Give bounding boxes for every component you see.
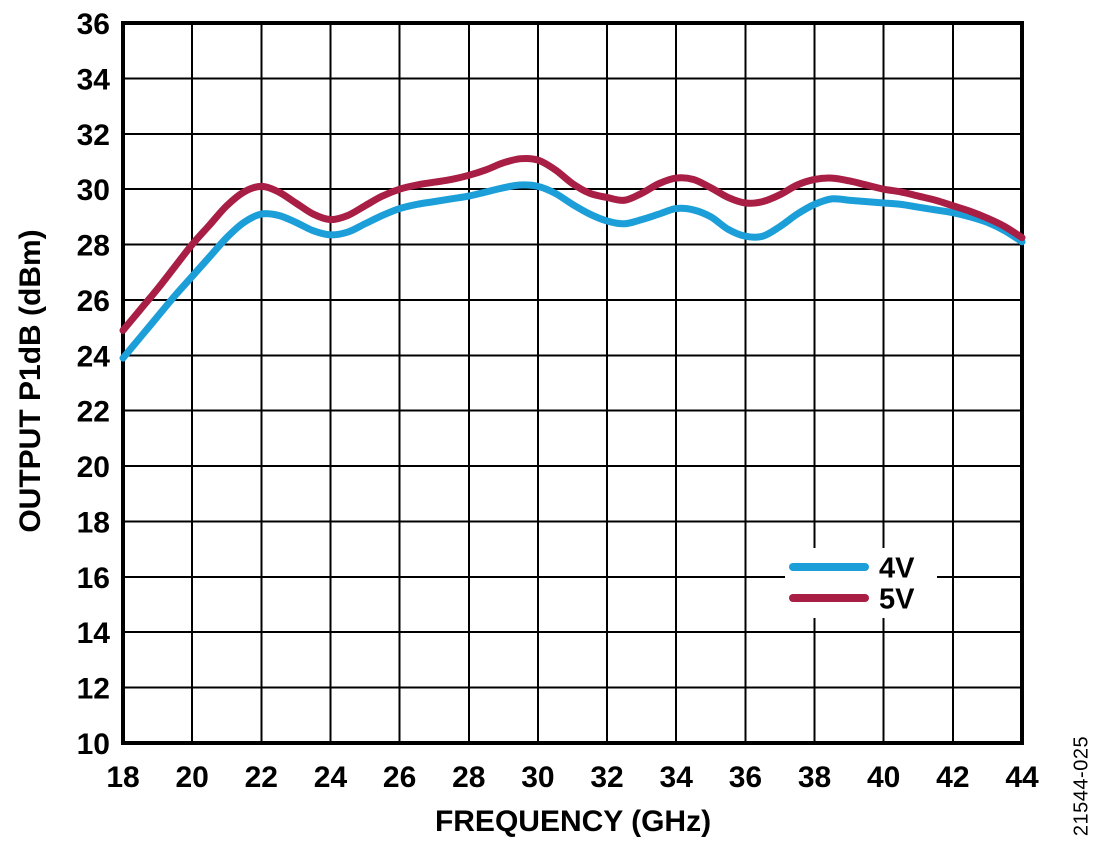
x-tick-label: 40 — [867, 761, 900, 794]
series-line-4v — [119, 181, 1026, 362]
x-tick-label: 30 — [521, 761, 554, 794]
y-tick-label: 16 — [77, 562, 110, 595]
x-tick-label: 24 — [314, 761, 348, 794]
legend-label-4v: 4V — [879, 553, 915, 585]
y-tick-label: 30 — [77, 174, 110, 207]
plot-border — [121, 21, 1024, 745]
y-tick-label: 20 — [77, 451, 110, 484]
y-tick-label: 34 — [77, 63, 111, 96]
x-tick-label: 20 — [175, 761, 208, 794]
x-tick-label: 18 — [106, 761, 139, 794]
series-line-5v — [119, 154, 1026, 334]
x-tick-label: 32 — [590, 761, 623, 794]
x-tick-label: 34 — [660, 761, 694, 794]
y-tick-label: 24 — [77, 340, 111, 373]
y-tick-label: 10 — [77, 728, 110, 761]
x-tick-label: 28 — [452, 761, 485, 794]
x-axis-title: FREQUENCY (GHz) — [434, 805, 712, 838]
x-tick-label: 42 — [936, 761, 969, 794]
figure-number-watermark: 21544-025 — [1070, 735, 1093, 837]
legend-label-5v: 5V — [879, 584, 915, 616]
y-tick-label: 32 — [77, 119, 110, 152]
y-tick-label: 28 — [77, 230, 110, 263]
y-tick-label: 18 — [77, 506, 110, 539]
x-tick-label: 26 — [383, 761, 416, 794]
x-tick-label: 36 — [729, 761, 762, 794]
y-tick-label: 26 — [77, 285, 110, 318]
x-tick-label: 38 — [798, 761, 831, 794]
y-tick-label: 14 — [77, 617, 111, 650]
legend-box — [785, 548, 937, 618]
y-tick-label: 22 — [77, 396, 110, 429]
x-tick-label: 22 — [245, 761, 278, 794]
y-tick-label: 12 — [77, 673, 110, 706]
y-axis-title: OUTPUT P1dB (dBm) — [14, 229, 47, 533]
x-tick-label: 44 — [1005, 761, 1039, 794]
y-tick-label: 36 — [77, 8, 110, 41]
